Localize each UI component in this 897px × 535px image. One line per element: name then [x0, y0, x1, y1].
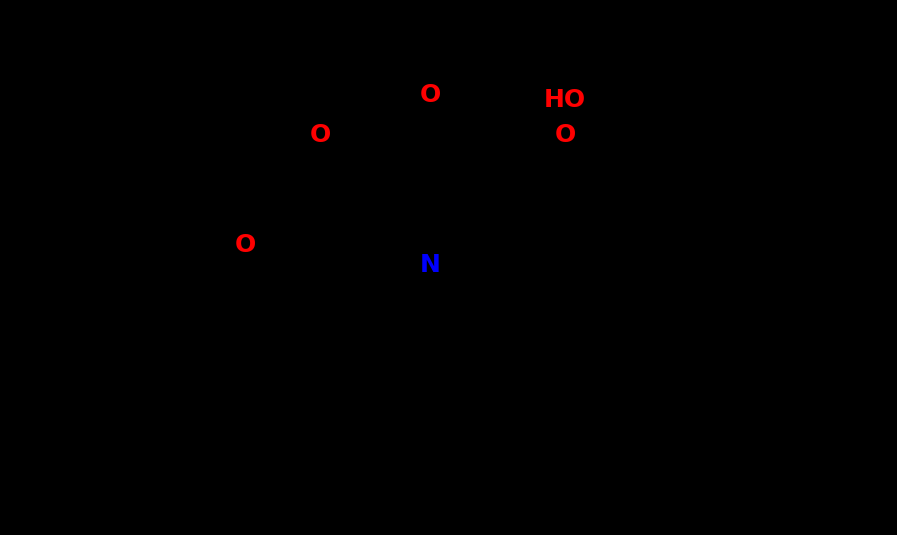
Text: N: N	[420, 253, 440, 277]
Text: O: O	[420, 83, 440, 107]
Text: O: O	[309, 123, 331, 147]
Text: O: O	[554, 123, 576, 147]
Text: O: O	[234, 233, 256, 257]
Text: HO: HO	[544, 88, 586, 112]
